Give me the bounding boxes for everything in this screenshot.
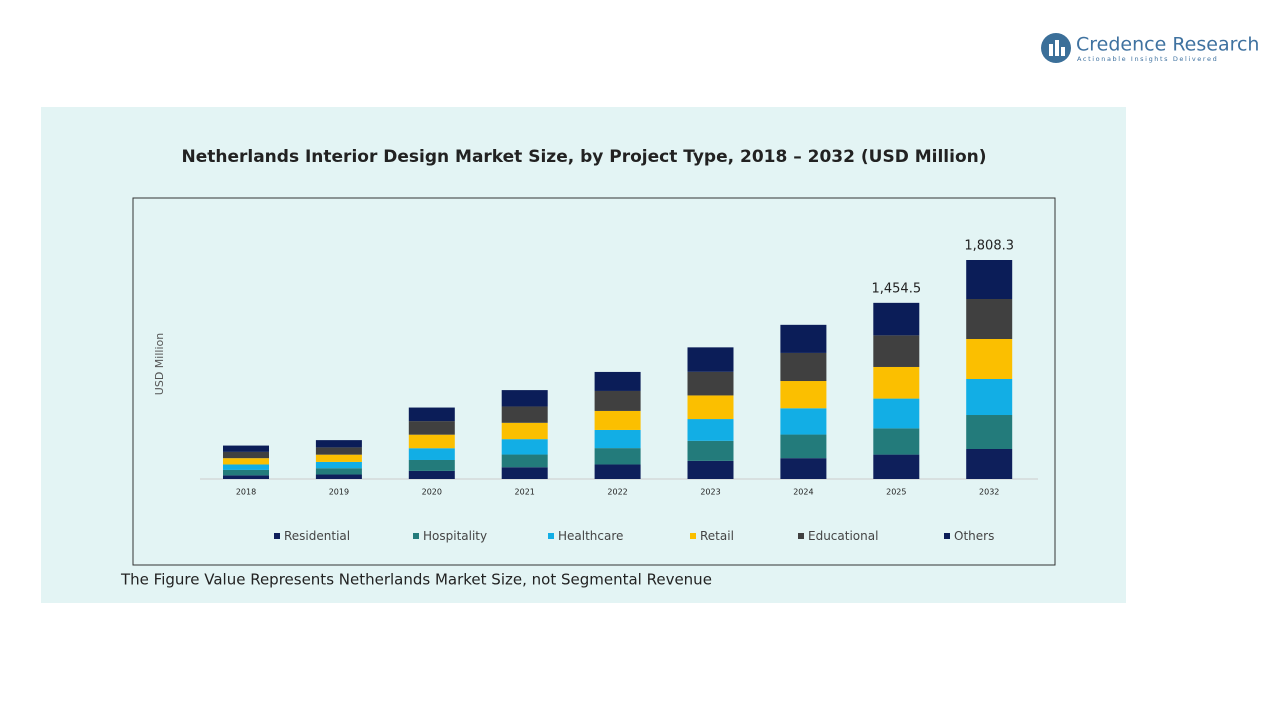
bar-segment (223, 458, 269, 465)
bar-segment (223, 475, 269, 479)
x-tick-label: 2018 (236, 488, 256, 497)
bar-segment (408, 407, 455, 422)
bar-segment (594, 448, 641, 465)
legend-label: Retail (700, 529, 734, 543)
legend-label: Educational (808, 529, 878, 543)
bar-segment (780, 352, 827, 382)
chart-frame (132, 197, 1056, 566)
bar-segment (223, 464, 269, 470)
bar-segment (223, 451, 269, 459)
total-label: 1,454.5 (871, 281, 921, 296)
bar-segment (594, 429, 641, 449)
x-tick-label: 2019 (329, 488, 349, 497)
bar-segment (408, 421, 455, 435)
x-tick-label: 2022 (607, 488, 627, 497)
bar-segment (780, 381, 827, 409)
bar-segment (687, 419, 734, 441)
legend-label: Others (954, 529, 994, 543)
bar-segment (315, 440, 362, 448)
chart-title: Netherlands Interior Design Market Size,… (181, 147, 986, 167)
bar-segment (223, 445, 269, 452)
bar-segment (501, 454, 548, 468)
legend-swatch (413, 533, 419, 539)
bar-segment (315, 447, 362, 455)
x-tick-label: 2023 (700, 488, 720, 497)
logo-tagline: Actionable Insights Delivered (1077, 55, 1218, 63)
total-label: 1,808.3 (964, 239, 1014, 254)
bar-segment (966, 338, 1013, 380)
bar-segment (501, 406, 548, 423)
bar-segment (315, 461, 362, 469)
logo-name: Credence Research (1076, 34, 1259, 56)
bar-segment (966, 415, 1013, 450)
x-tick-label: 2032 (979, 488, 999, 497)
bar-segment (873, 454, 920, 479)
legend-swatch (274, 533, 280, 539)
x-tick-label: 2024 (793, 488, 813, 497)
legend-swatch (690, 533, 696, 539)
bar-segment (966, 379, 1013, 416)
bar-segment (873, 428, 920, 455)
bar-segment (408, 448, 455, 460)
bar-segment (501, 390, 548, 407)
bar-segment (687, 440, 734, 461)
logo-icon (1041, 33, 1071, 63)
bar-segment (873, 335, 920, 367)
bar-segment (408, 470, 455, 479)
bar-segment (780, 458, 827, 479)
legend-label: Healthcare (558, 529, 623, 543)
bar-segment (687, 460, 734, 479)
bar-segment (223, 469, 269, 476)
bar-segment (594, 390, 641, 411)
bar-segment (966, 449, 1013, 479)
legend-swatch (944, 533, 950, 539)
bar-segment (873, 398, 920, 429)
bar-segment (501, 467, 548, 479)
bar-segment (594, 464, 641, 479)
bar-segment (687, 347, 734, 372)
bar-segment (873, 366, 920, 399)
x-tick-label: 2020 (422, 488, 442, 497)
bar-segment (408, 459, 455, 471)
bar-segment (315, 474, 362, 479)
bar-segment (501, 439, 548, 455)
legend-swatch (548, 533, 554, 539)
x-tick-label: 2025 (886, 488, 906, 497)
bar-segment (408, 434, 455, 449)
legend-label: Residential (284, 529, 350, 543)
footnote: The Figure Value Represents Netherlands … (120, 571, 712, 589)
bar-segment (687, 395, 734, 420)
bar-segment (780, 324, 827, 353)
bar-segment (315, 454, 362, 462)
bar-segment (873, 302, 920, 336)
bar-segment (594, 371, 641, 391)
legend-swatch (798, 533, 804, 539)
bar-segment (966, 298, 1013, 339)
bar-segment (966, 260, 1013, 299)
bar-segment (315, 468, 362, 475)
bar-segment (594, 410, 641, 430)
bar-segment (780, 408, 827, 435)
panel (41, 107, 1126, 603)
x-tick-label: 2021 (515, 488, 535, 497)
bar-segment (501, 422, 548, 440)
bar-segment (780, 434, 827, 459)
bar-segment (687, 371, 734, 396)
y-axis-label: USD Million (153, 333, 166, 395)
legend-label: Hospitality (423, 529, 487, 543)
